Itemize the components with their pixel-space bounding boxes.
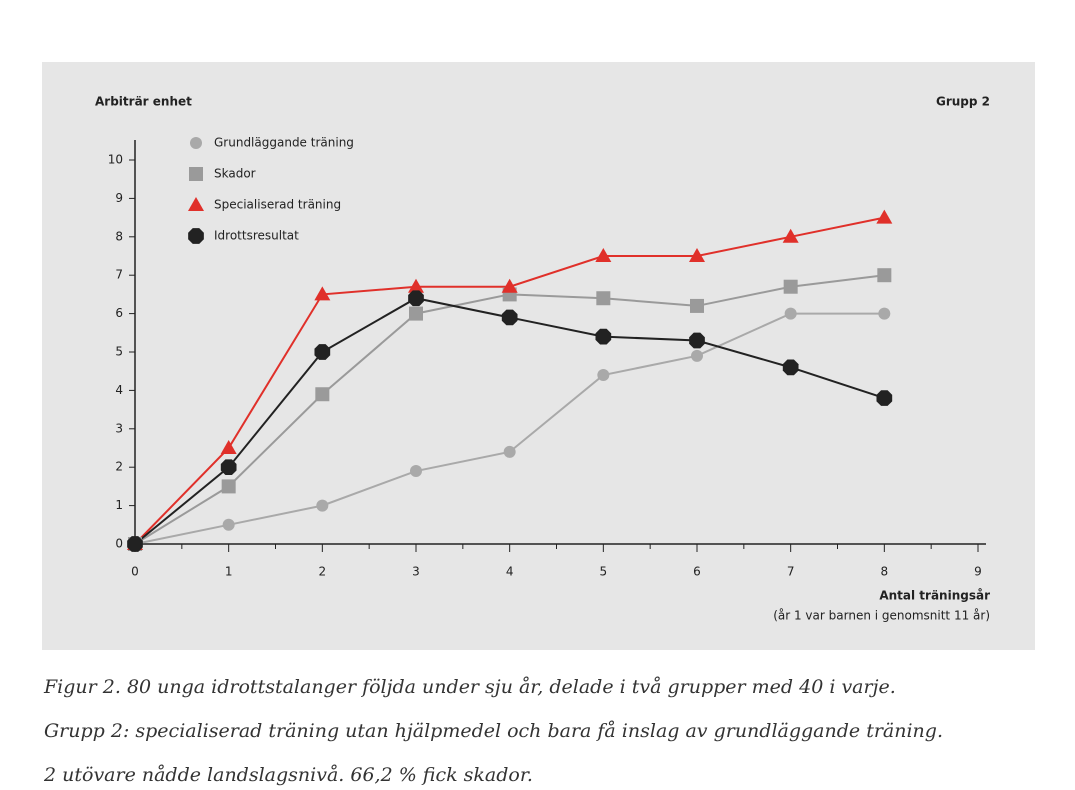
- x-tick-label: 0: [131, 565, 139, 579]
- marker: [315, 387, 330, 402]
- marker: [501, 278, 518, 293]
- y-tick-label: 3: [115, 421, 123, 435]
- marker: [596, 291, 611, 306]
- y-tick-label: 4: [115, 383, 123, 397]
- marker: [782, 228, 799, 243]
- x-tick-label: 3: [412, 565, 420, 579]
- marker: [878, 307, 891, 320]
- y-tick-label: 8: [115, 229, 123, 243]
- y-tick-label: 2: [115, 460, 123, 474]
- x-tick-label: 9: [974, 565, 982, 579]
- marker: [877, 268, 892, 283]
- y-axis-label: Arbiträr enhet: [95, 95, 192, 109]
- x-tick-label: 8: [881, 565, 889, 579]
- marker: [409, 306, 423, 321]
- marker: [782, 359, 799, 376]
- marker: [316, 499, 329, 512]
- marker: [783, 279, 798, 294]
- x-tick-label: 6: [693, 565, 701, 579]
- y-tick-label: 7: [115, 268, 123, 282]
- caption-line: Grupp 2: specialiserad träning utan hjäl…: [44, 720, 943, 742]
- x-tick-label: 5: [600, 565, 608, 579]
- marker: [127, 536, 143, 552]
- marker: [222, 518, 235, 531]
- group-label: Grupp 2: [936, 95, 990, 109]
- legend-label: Grundläggande träning: [214, 136, 354, 150]
- marker: [408, 278, 424, 293]
- marker: [314, 344, 331, 360]
- x-tick-label: 2: [319, 565, 327, 579]
- legend-label: Idrottsresultat: [214, 229, 299, 243]
- marker: [784, 307, 797, 320]
- marker: [503, 445, 516, 458]
- marker: [691, 349, 703, 362]
- marker: [689, 332, 705, 349]
- marker: [597, 369, 610, 382]
- marker: [595, 328, 612, 345]
- x-tick-label: 4: [506, 565, 514, 579]
- marker: [189, 167, 203, 181]
- marker: [188, 197, 204, 211]
- marker: [689, 248, 705, 262]
- legend-label: Skador: [214, 167, 256, 181]
- marker: [190, 137, 202, 149]
- y-tick-label: 6: [115, 306, 123, 320]
- x-note: (år 1 var barnen i genomsnitt 11 år): [773, 609, 990, 623]
- marker: [221, 479, 236, 494]
- marker: [876, 209, 893, 224]
- marker: [220, 459, 237, 476]
- x-axis-label: Antal träningsår: [879, 589, 990, 603]
- marker: [410, 465, 422, 478]
- caption-line: 2 utövare nådde landslagsnivå. 66,2 % fi…: [43, 764, 533, 786]
- y-tick-label: 0: [115, 537, 123, 551]
- marker: [220, 440, 237, 454]
- marker: [876, 390, 893, 406]
- marker: [595, 248, 612, 262]
- marker: [314, 286, 331, 301]
- y-tick-label: 5: [115, 345, 123, 359]
- caption-line: Figur 2. 80 unga idrottstalanger följda …: [43, 676, 896, 698]
- legend-label: Specialiserad träning: [214, 198, 341, 212]
- x-tick-label: 1: [225, 565, 233, 579]
- x-tick-label: 7: [787, 565, 795, 579]
- y-tick-label: 1: [115, 498, 123, 512]
- marker: [690, 298, 704, 313]
- panel: [42, 62, 1035, 650]
- marker: [408, 290, 424, 307]
- marker: [501, 309, 518, 326]
- marker: [188, 228, 204, 244]
- y-tick-label: 9: [115, 191, 123, 205]
- y-tick-label: 10: [108, 153, 123, 167]
